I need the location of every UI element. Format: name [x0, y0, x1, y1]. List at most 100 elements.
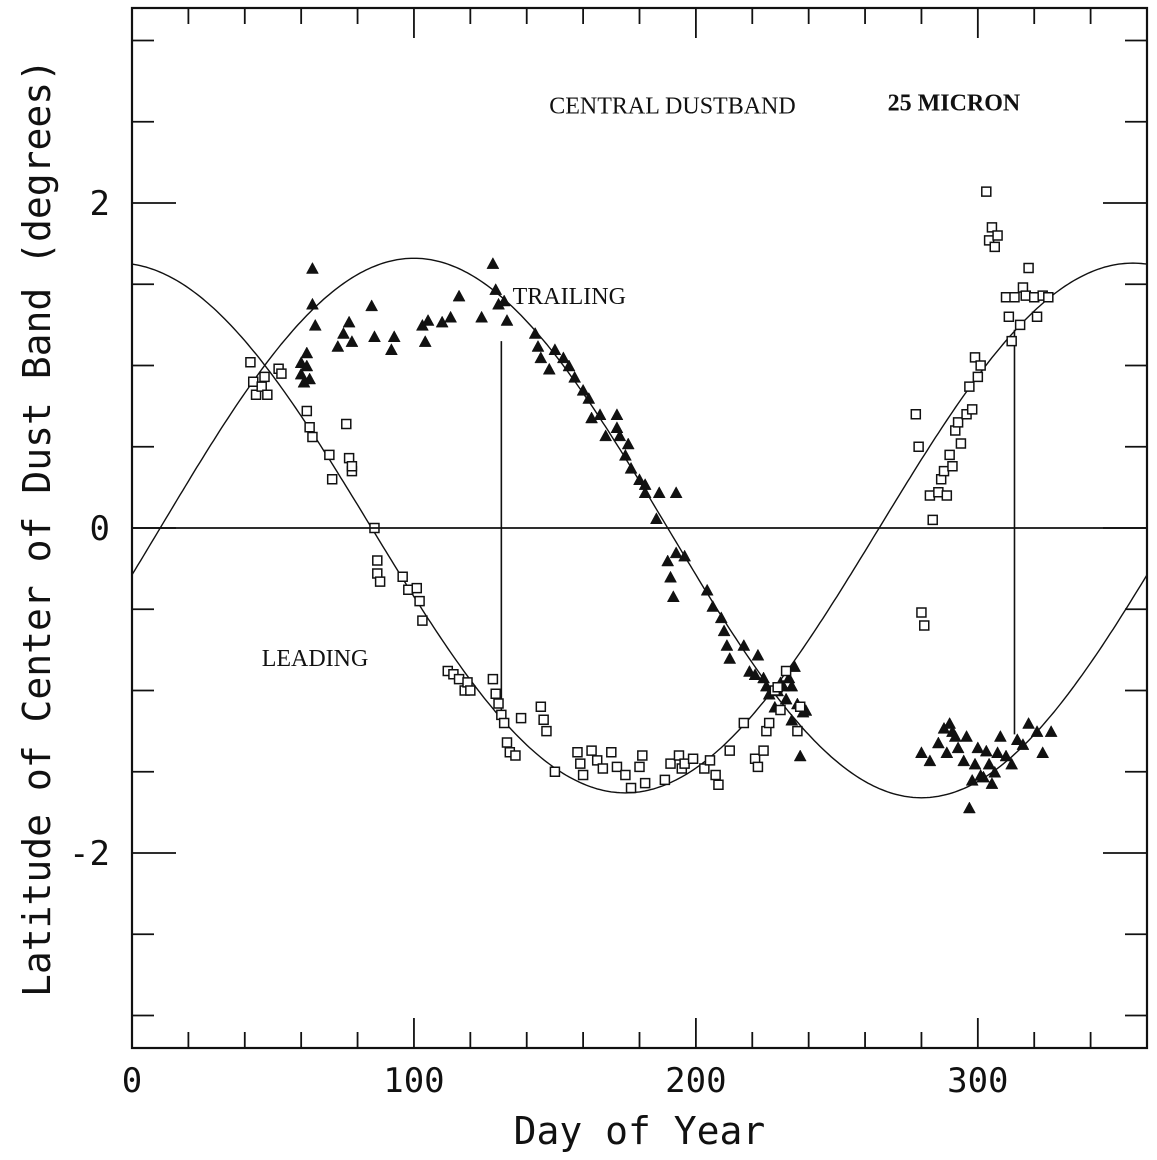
leading-point: [687, 753, 699, 764]
leading-point: [326, 474, 338, 485]
y-tick-label: 0: [90, 509, 110, 549]
annotations: CENTRAL DUSTBAND 25 MICRON TRAILING LEADING: [262, 90, 1021, 672]
trailing-point: [1030, 725, 1044, 737]
leading-point: [538, 714, 549, 725]
trailing-point: [785, 713, 799, 726]
leading-point: [637, 750, 648, 761]
trailing-point: [556, 351, 570, 364]
leading-point: [465, 685, 476, 696]
trailing-point: [308, 318, 322, 331]
leading-point: [724, 745, 735, 756]
trailing-point: [568, 370, 582, 383]
trailing-point: [793, 749, 807, 762]
leading-point: [944, 449, 955, 461]
trailing-point: [940, 746, 954, 758]
leading-point: [487, 673, 499, 685]
trailing-point: [489, 283, 503, 295]
trailing-point: [497, 294, 511, 307]
trailing-point: [384, 343, 398, 355]
leading-point: [763, 717, 775, 729]
leading-point: [1014, 319, 1026, 331]
trailing-point: [723, 651, 737, 664]
trailing-point: [652, 486, 666, 498]
leading-point: [981, 186, 992, 197]
leading-point: [665, 758, 676, 769]
leading-point: [575, 758, 586, 769]
trailing-point: [548, 343, 562, 355]
trailing-point: [638, 478, 652, 490]
trailing-point: [421, 313, 435, 326]
leading-point: [510, 750, 521, 761]
trailing-point: [957, 754, 971, 767]
trailing-point: [923, 754, 937, 767]
x-tick-label: 200: [665, 1061, 726, 1101]
trailing-point: [534, 351, 548, 364]
trailing-point: [582, 391, 596, 404]
trailing-point: [475, 310, 489, 323]
trailing-point: [664, 570, 677, 583]
trailing-point: [737, 638, 751, 651]
leading-point: [374, 576, 386, 587]
annotation-central-dustband: CENTRAL DUSTBAND: [549, 94, 795, 120]
x-tick-label: 100: [383, 1061, 444, 1101]
trailing-point: [931, 736, 945, 749]
trailing-point: [531, 339, 545, 352]
trailing-point: [593, 408, 607, 420]
trailing-point: [968, 757, 982, 770]
trailing-point: [444, 310, 458, 323]
leading-point: [910, 409, 922, 420]
trailing-point: [999, 749, 1013, 762]
leading-point: [758, 745, 769, 756]
trailing-point: [991, 746, 1004, 758]
trailing-point: [717, 624, 731, 637]
leading-point: [498, 717, 510, 729]
trailing-point: [971, 741, 985, 754]
y-tick-label: -2: [69, 834, 110, 874]
trailing-point: [331, 339, 345, 352]
trailing-point: [452, 289, 466, 302]
trailing-point: [306, 297, 319, 310]
x-axis-label: Day of Year: [514, 1109, 766, 1153]
leading-point: [577, 769, 589, 781]
leading-point: [792, 725, 803, 737]
trailing-point: [365, 299, 379, 312]
leading-point: [414, 595, 425, 607]
trailing-point: [700, 583, 714, 596]
trailing-point: [306, 261, 319, 274]
leading-point: [625, 782, 637, 794]
leading-point: [250, 389, 262, 400]
leading-point: [620, 769, 631, 781]
trailing-point: [779, 692, 793, 705]
trailing-point: [985, 777, 999, 789]
leading-point: [597, 763, 609, 774]
leading-point: [304, 422, 315, 433]
leading-point: [659, 774, 671, 786]
trailing-point: [585, 411, 598, 424]
leading-point: [324, 449, 335, 461]
trailing-point: [977, 770, 990, 783]
leading-point: [673, 750, 685, 761]
annotation-25-micron: 25 MICRON: [888, 90, 1021, 116]
trailing-point: [988, 765, 1002, 778]
leading-point: [1028, 292, 1040, 303]
leading-point: [1043, 292, 1054, 303]
leading-point: [913, 441, 924, 452]
leading-point: [992, 230, 1003, 241]
leading-point: [710, 769, 721, 781]
leading-point: [972, 371, 984, 383]
trailing-point: [714, 611, 728, 624]
trailing-point: [562, 359, 576, 372]
trailing-point: [542, 362, 556, 375]
tick-labels: 0 100 200 300 -2 0 2: [69, 184, 1008, 1101]
leading-point: [372, 555, 383, 566]
leading-point: [713, 779, 724, 790]
leading-point: [1020, 290, 1032, 301]
trailing-point: [618, 448, 632, 461]
leading-point: [699, 763, 710, 774]
trailing-point: [960, 729, 973, 742]
leading-point: [493, 698, 504, 709]
trailing-point: [993, 729, 1007, 742]
trailing-point: [500, 313, 514, 326]
trailing-point: [300, 359, 314, 372]
